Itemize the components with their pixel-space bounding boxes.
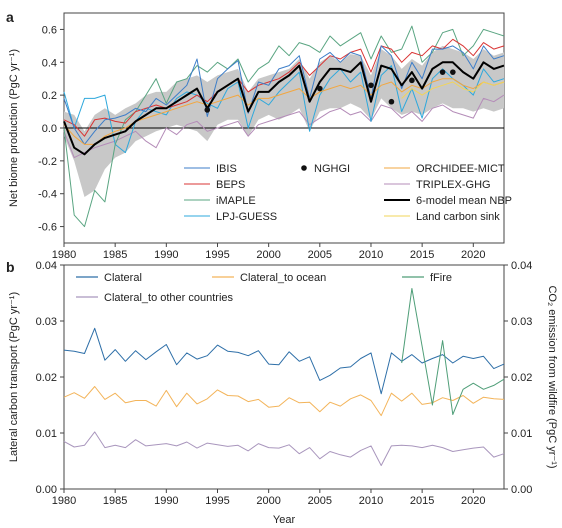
series-line-beps bbox=[63, 38, 505, 137]
panel-a-x-tick-label: 1995 bbox=[205, 249, 229, 261]
legend-label-imaple: iMAPLE bbox=[216, 195, 256, 207]
panel-a-x-tick-label: 1985 bbox=[103, 249, 127, 261]
panel-b-ylabel-right: CO₂ emission from wildfire (PgC yr⁻¹) bbox=[546, 285, 558, 468]
panel-a-x-tick-label: 1980 bbox=[52, 249, 76, 261]
legend-label-6-model-mean-nbp: 6-model mean NBP bbox=[416, 195, 512, 207]
nghgi-point bbox=[204, 107, 211, 113]
nghgi-point bbox=[439, 69, 446, 75]
legend-label-land-carbon-sink: Land carbon sink bbox=[416, 211, 500, 223]
panel-a-legend: IBIS BEPS iMAPLE LPJ-GUESS NGHGI ORCHIDEE-MIC… bbox=[184, 163, 512, 223]
panel-b-xlabel: Year bbox=[273, 514, 296, 526]
panel-b-x-tick-label: 2015 bbox=[410, 495, 434, 507]
panel-b-y-right-tick-label: 0.02 bbox=[511, 372, 532, 384]
panel-a-y-tick-label: -0.2 bbox=[38, 156, 57, 168]
panel-b-x-tick-label: 1995 bbox=[205, 495, 229, 507]
legend-label-nghgi: NGHGI bbox=[314, 163, 350, 175]
legend-label-lpj-guess: LPJ-GUESS bbox=[216, 211, 277, 223]
panel-b-y-ticks-left: 0.00 0.01 0.02 0.03 0.04 bbox=[36, 260, 64, 496]
panel-b-y-right-tick-label: 0.01 bbox=[511, 428, 532, 440]
panel-b-y-right-tick-label: 0.00 bbox=[511, 484, 532, 496]
panel-b-y-tick-label: 0.04 bbox=[36, 260, 57, 272]
panel-b-y-right-tick-label: 0.04 bbox=[511, 260, 532, 272]
legend-label-clateral: Clateral bbox=[104, 272, 142, 284]
series-line-6-model-mean-nbp bbox=[63, 61, 505, 156]
panel-b-y-tick-label: 0.00 bbox=[36, 484, 57, 496]
panel-b-y-right-tick-label: 0.03 bbox=[511, 316, 532, 328]
panel-a-y-ticks: -0.6 -0.4 -0.2 0.0 0.2 0.4 0.6 bbox=[38, 24, 64, 234]
panel-a-y-tick-label: 0.4 bbox=[42, 57, 57, 69]
panel-a-x-tick-label: 2020 bbox=[461, 249, 485, 261]
panel-a-x-tick-label: 2015 bbox=[410, 249, 434, 261]
panel-b-x-tick-label: 1980 bbox=[52, 495, 76, 507]
panel-b-y-tick-label: 0.01 bbox=[36, 428, 57, 440]
series-line-clateral-to-ocean bbox=[63, 386, 505, 417]
panel-b-y-ticks-right: 0.00 0.01 0.02 0.03 0.04 bbox=[504, 260, 532, 496]
panel-a-x-tick-label: 2000 bbox=[256, 249, 280, 261]
panel-b-x-tick-label: 2020 bbox=[461, 495, 485, 507]
panel-a-nghgi-points bbox=[204, 69, 456, 113]
panel-a-y-tick-label: 0.6 bbox=[42, 24, 57, 36]
legend-label-triplex-ghg: TRIPLEX-GHG bbox=[416, 179, 491, 191]
panel-a-y-tick-label: -0.6 bbox=[38, 222, 57, 234]
panel-b-ylabel-left: Lateral carbon transport (PgC yr⁻¹) bbox=[8, 292, 20, 462]
legend-label-clateral-to-ocean: Clateral_to ocean bbox=[240, 272, 326, 284]
nghgi-point bbox=[388, 98, 395, 105]
series-line-land-carbon-sink bbox=[401, 81, 505, 99]
panel-b-label: b bbox=[6, 259, 15, 275]
panel-a-x-tick-label: 2005 bbox=[308, 249, 332, 261]
panel-a-y-tick-label: 0.0 bbox=[42, 123, 57, 135]
series-line-clateral-to-other-countries bbox=[63, 431, 505, 466]
panel-a-series bbox=[63, 25, 505, 228]
legend-swatch-nghgi bbox=[301, 165, 307, 171]
legend-label-clateral-to-other-countries: Clateral_to other countries bbox=[104, 292, 234, 304]
legend-label-orchidee-mict: ORCHIDEE-MICT bbox=[416, 163, 505, 175]
nghgi-point bbox=[317, 85, 323, 92]
legend-label-beps: BEPS bbox=[216, 179, 245, 191]
panel-b-x-tick-label: 2010 bbox=[359, 495, 383, 507]
panel-a-range-band bbox=[64, 45, 504, 198]
panel-b: b 1980 1985 1990 1995 2000 2005 2010 2015 2020 0… bbox=[6, 259, 558, 526]
series-line-ffire bbox=[401, 288, 505, 415]
series-line-triplex-ghg bbox=[63, 94, 505, 159]
series-line-ibis bbox=[63, 45, 505, 145]
panel-b-x-ticks: 1980 1985 1990 1995 2000 2005 2010 2015 2020 bbox=[52, 489, 486, 507]
panel-b-y-tick-label: 0.02 bbox=[36, 372, 57, 384]
panel-a-ylabel: Net biome production (PgC yr⁻¹) bbox=[8, 49, 20, 207]
panel-a: a 1980 1985 1990 1995 2000 2005 2010 2015 2020 -… bbox=[6, 9, 512, 261]
panel-a-x-tick-label: 1990 bbox=[154, 249, 178, 261]
panel-b-x-tick-label: 1985 bbox=[103, 495, 127, 507]
legend-label-ffire: fFire bbox=[430, 272, 452, 284]
panel-a-y-tick-label: -0.4 bbox=[38, 189, 57, 201]
nghgi-point bbox=[450, 69, 456, 75]
panel-b-series bbox=[63, 288, 505, 466]
panel-b-legend: Clateral Clateral_to ocean fFire Clateral_t… bbox=[76, 272, 452, 304]
model-range-band bbox=[64, 45, 504, 198]
panel-a-x-ticks: 1980 1985 1990 1995 2000 2005 2010 2015 2020 bbox=[52, 243, 486, 261]
panel-b-x-tick-label: 1990 bbox=[154, 495, 178, 507]
nghgi-point bbox=[409, 77, 415, 84]
series-line-clateral bbox=[63, 327, 505, 395]
panel-b-y-tick-label: 0.03 bbox=[36, 316, 57, 328]
panel-a-legend-bg bbox=[177, 160, 499, 234]
panel-a-label: a bbox=[6, 9, 14, 25]
panel-b-x-tick-label: 2000 bbox=[256, 495, 280, 507]
legend-label-ibis: IBIS bbox=[216, 163, 237, 175]
panel-a-x-tick-label: 2010 bbox=[359, 249, 383, 261]
nghgi-point bbox=[368, 82, 374, 89]
panel-b-x-tick-label: 2005 bbox=[308, 495, 332, 507]
panel-a-y-tick-label: 0.2 bbox=[42, 90, 57, 102]
